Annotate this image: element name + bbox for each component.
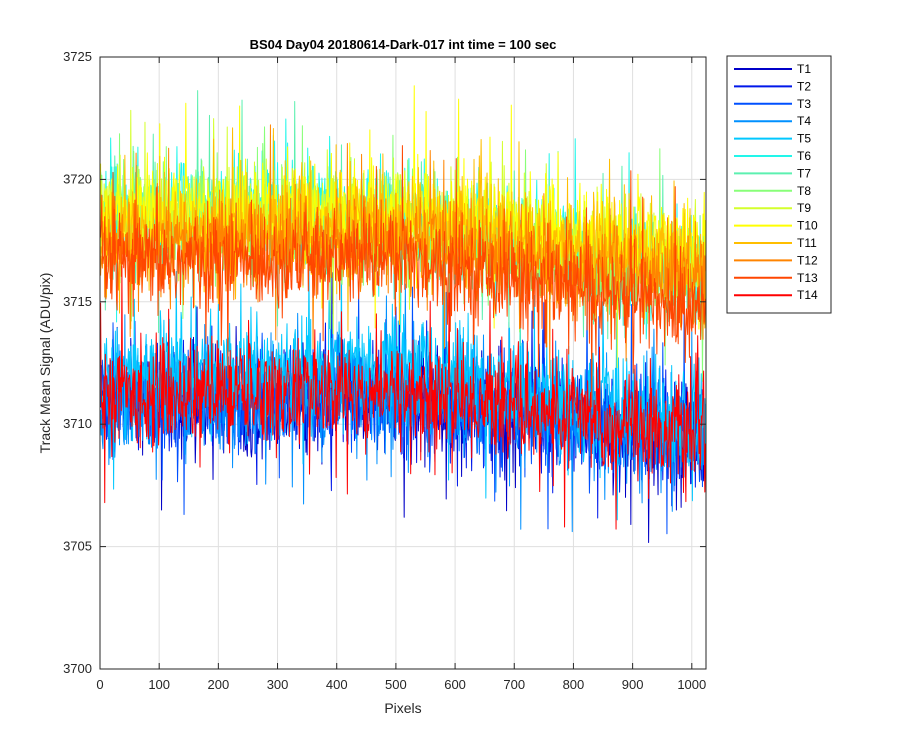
legend-label-t4: T4 (797, 114, 811, 128)
legend-label-t5: T5 (797, 132, 811, 146)
y-tick-label: 3705 (63, 539, 92, 554)
legend-label-t6: T6 (797, 149, 811, 163)
legend-label-t13: T13 (797, 271, 818, 285)
series-line-t5 (100, 241, 707, 521)
x-tick-label: 1000 (677, 677, 706, 692)
x-tick-label: 500 (385, 677, 407, 692)
legend-box (726, 55, 832, 314)
x-axis-label: Pixels (384, 700, 421, 716)
x-tick-label: 700 (503, 677, 525, 692)
legend-label-t3: T3 (797, 97, 811, 111)
legend-label-t12: T12 (797, 253, 818, 267)
legend-label-t10: T10 (797, 219, 818, 233)
x-tick-label: 200 (208, 677, 230, 692)
series-lines (100, 85, 707, 544)
y-axis-label: Track Mean Signal (ADU/pix) (37, 273, 53, 454)
legend-label-t14: T14 (797, 288, 818, 302)
x-tick-label: 400 (326, 677, 348, 692)
x-tick-label: 0 (96, 677, 103, 692)
legend-label-t8: T8 (797, 184, 811, 198)
legend-label-t1: T1 (797, 62, 811, 76)
x-tick-label: 300 (267, 677, 289, 692)
x-tick-label: 900 (622, 677, 644, 692)
series-line-t14 (100, 265, 707, 530)
legend-label-t7: T7 (797, 166, 811, 180)
legend-label-t11: T11 (797, 236, 817, 250)
y-tick-label: 3710 (63, 416, 92, 431)
legend-label-t9: T9 (797, 201, 811, 215)
chart-title: BS04 Day04 20180614-Dark-017 int time = … (250, 37, 557, 52)
y-tick-label: 3700 (63, 661, 92, 676)
legend-label-t2: T2 (797, 79, 811, 93)
y-tick-label: 3725 (63, 49, 92, 64)
x-tick-label: 100 (148, 677, 170, 692)
plot-area-frame (99, 56, 707, 670)
x-tick-label: 600 (444, 677, 466, 692)
y-tick-label: 3715 (63, 294, 92, 309)
legend: T1 T2 T3 T4 T5 T6 T7 T8 T9 T10 T11 T12 T13 T14 (726, 55, 832, 314)
axis-ticks: 0 100 200 300 400 500 600 700 800 900 1000 3700 3705… (63, 49, 706, 692)
x-tick-label: 800 (563, 677, 585, 692)
series-line-t13 (100, 145, 707, 408)
y-tick-label: 3720 (63, 171, 92, 186)
